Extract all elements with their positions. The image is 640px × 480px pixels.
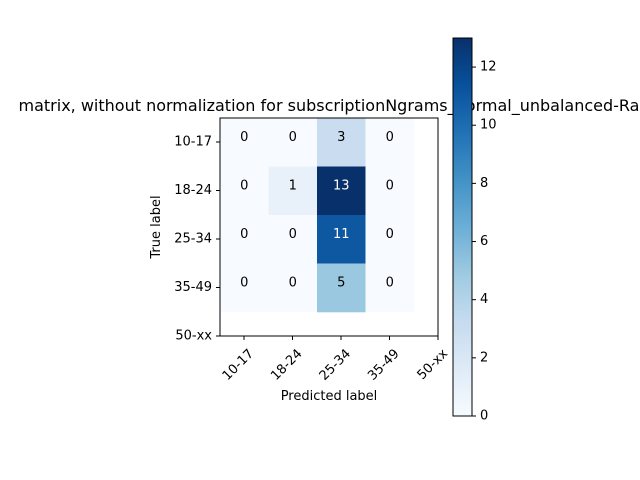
cell-value: 0 [386, 130, 394, 145]
heatmap-cell [365, 118, 415, 167]
cell-value: 0 [289, 227, 297, 242]
colorbar-tick-label: 8 [480, 176, 488, 191]
y-tick-label: 25-34 [174, 232, 212, 247]
y-tick-label: 35-49 [174, 280, 212, 295]
cell-value: 13 [333, 178, 350, 193]
colorbar [452, 37, 473, 417]
cell-value: 0 [386, 178, 394, 193]
cell-value: 0 [289, 130, 297, 145]
y-axis-label: True label [149, 195, 164, 259]
heatmap-cell [317, 215, 366, 264]
x-tick-label: 25-34 [317, 346, 354, 383]
cell-value: 0 [240, 227, 248, 242]
plot-frame [219, 117, 439, 337]
cell-value: 1 [289, 178, 297, 193]
heatmap-cell [268, 118, 318, 167]
colorbar-tick-label: 6 [480, 234, 488, 249]
cell-value: 0 [240, 178, 248, 193]
heatmap-cell [220, 118, 269, 167]
cell-value: 5 [337, 275, 345, 290]
heatmap-cell [365, 263, 415, 313]
heatmap-cells [220, 118, 415, 313]
y-tick-label: 10-17 [174, 135, 212, 150]
x-tick-label: 35-49 [365, 346, 402, 383]
cell-value: 11 [333, 227, 350, 242]
heatmap-cell [220, 263, 269, 313]
cell-value: 0 [386, 227, 394, 242]
y-axis-ticks: 10-17 18-24 25-34 35-49 50-xx [174, 135, 220, 344]
cell-value-labels: 0 0 3 0 0 1 13 0 0 0 11 0 0 0 5 0 [240, 130, 394, 291]
heatmap-cell [220, 215, 269, 264]
cell-value: 0 [240, 275, 248, 290]
heatmap-cell [268, 263, 318, 313]
y-tick-label: 50-xx [175, 329, 212, 344]
heatmap-cell [365, 166, 415, 216]
heatmap-cell [268, 166, 318, 216]
heatmap-cell [220, 166, 269, 216]
cell-value: 0 [386, 275, 394, 290]
heatmap-cell [317, 166, 366, 216]
heatmap-cell [317, 263, 366, 313]
cell-value: 3 [337, 130, 345, 145]
x-tick-label: 10-17 [220, 346, 257, 383]
heatmap-cell [365, 215, 415, 264]
colorbar-ticks: 0 2 4 6 8 10 12 [472, 60, 497, 424]
cell-value: 0 [240, 130, 248, 145]
colorbar-tick-label: 2 [480, 350, 488, 365]
chart-title: matrix, without normalization for subscr… [19, 96, 640, 116]
x-axis-ticks: 10-17 18-24 25-34 35-49 50-xx [220, 336, 452, 384]
colorbar-tick-label: 12 [480, 60, 497, 75]
colorbar-tick-label: 0 [480, 409, 488, 424]
heatmap-cell [268, 215, 318, 264]
colorbar-tick-label: 10 [480, 118, 497, 133]
x-tick-label: 50-xx [415, 346, 452, 383]
cell-value: 0 [289, 275, 297, 290]
x-tick-label: 18-24 [268, 346, 305, 383]
x-axis-label: Predicted label [281, 389, 378, 404]
y-tick-label: 18-24 [174, 183, 212, 198]
heatmap-cell [317, 118, 366, 167]
colorbar-tick-label: 4 [480, 292, 488, 307]
